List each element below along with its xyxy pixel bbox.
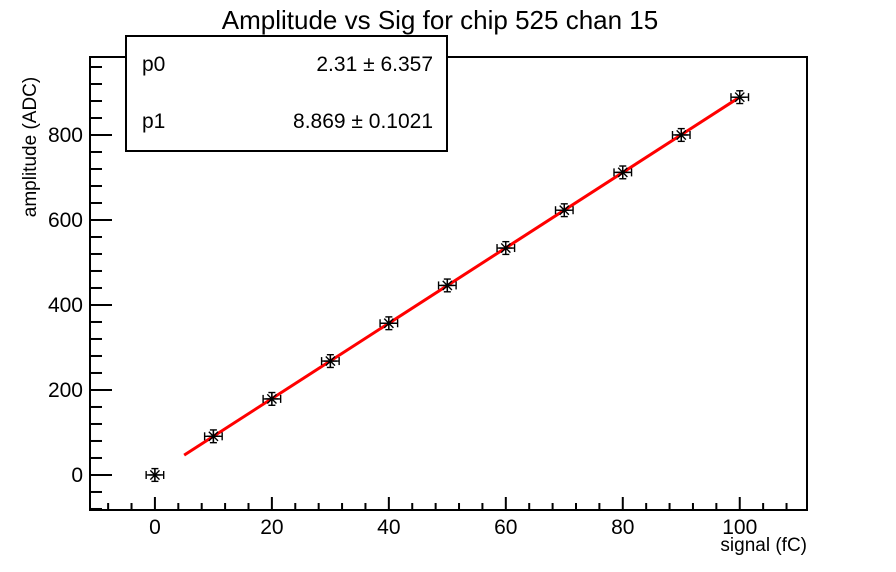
fit-param-value-p1: 8.869 ± 0.1021 <box>293 109 433 133</box>
svg-text:200: 200 <box>48 379 83 402</box>
svg-text:20: 20 <box>260 516 283 539</box>
svg-text:0: 0 <box>71 464 83 487</box>
stats-row-p0: p0 2.31 ± 6.357 <box>127 53 446 77</box>
svg-text:60: 60 <box>494 516 517 539</box>
plot-frame <box>89 56 808 511</box>
fit-stats-box: p0 2.31 ± 6.357 p1 8.869 ± 0.1021 <box>125 35 448 152</box>
y-axis-title: amplitude (ADC) <box>20 76 41 218</box>
svg-text:80: 80 <box>611 516 634 539</box>
fit-param-name-p0: p0 <box>142 53 166 77</box>
svg-text:0: 0 <box>149 516 161 539</box>
fit-param-name-p1: p1 <box>142 109 166 133</box>
x-axis-title: signal (fC) <box>720 535 807 556</box>
svg-text:100: 100 <box>722 516 757 539</box>
data-points <box>145 90 750 483</box>
svg-text:600: 600 <box>48 209 83 232</box>
fit-param-value-p0: 2.31 ± 6.357 <box>316 53 433 77</box>
svg-text:800: 800 <box>48 124 83 147</box>
stats-row-p1: p1 8.869 ± 0.1021 <box>127 110 446 134</box>
y-axis-ticks: 0 200 400 600 800 <box>48 65 112 510</box>
chart-title: Amplitude vs Sig for chip 525 chan 15 <box>221 5 659 35</box>
svg-text:400: 400 <box>48 294 83 317</box>
fit-line <box>183 95 741 457</box>
x-axis-ticks: 0 20 40 60 80 100 <box>107 497 788 539</box>
svg-text:40: 40 <box>377 516 400 539</box>
